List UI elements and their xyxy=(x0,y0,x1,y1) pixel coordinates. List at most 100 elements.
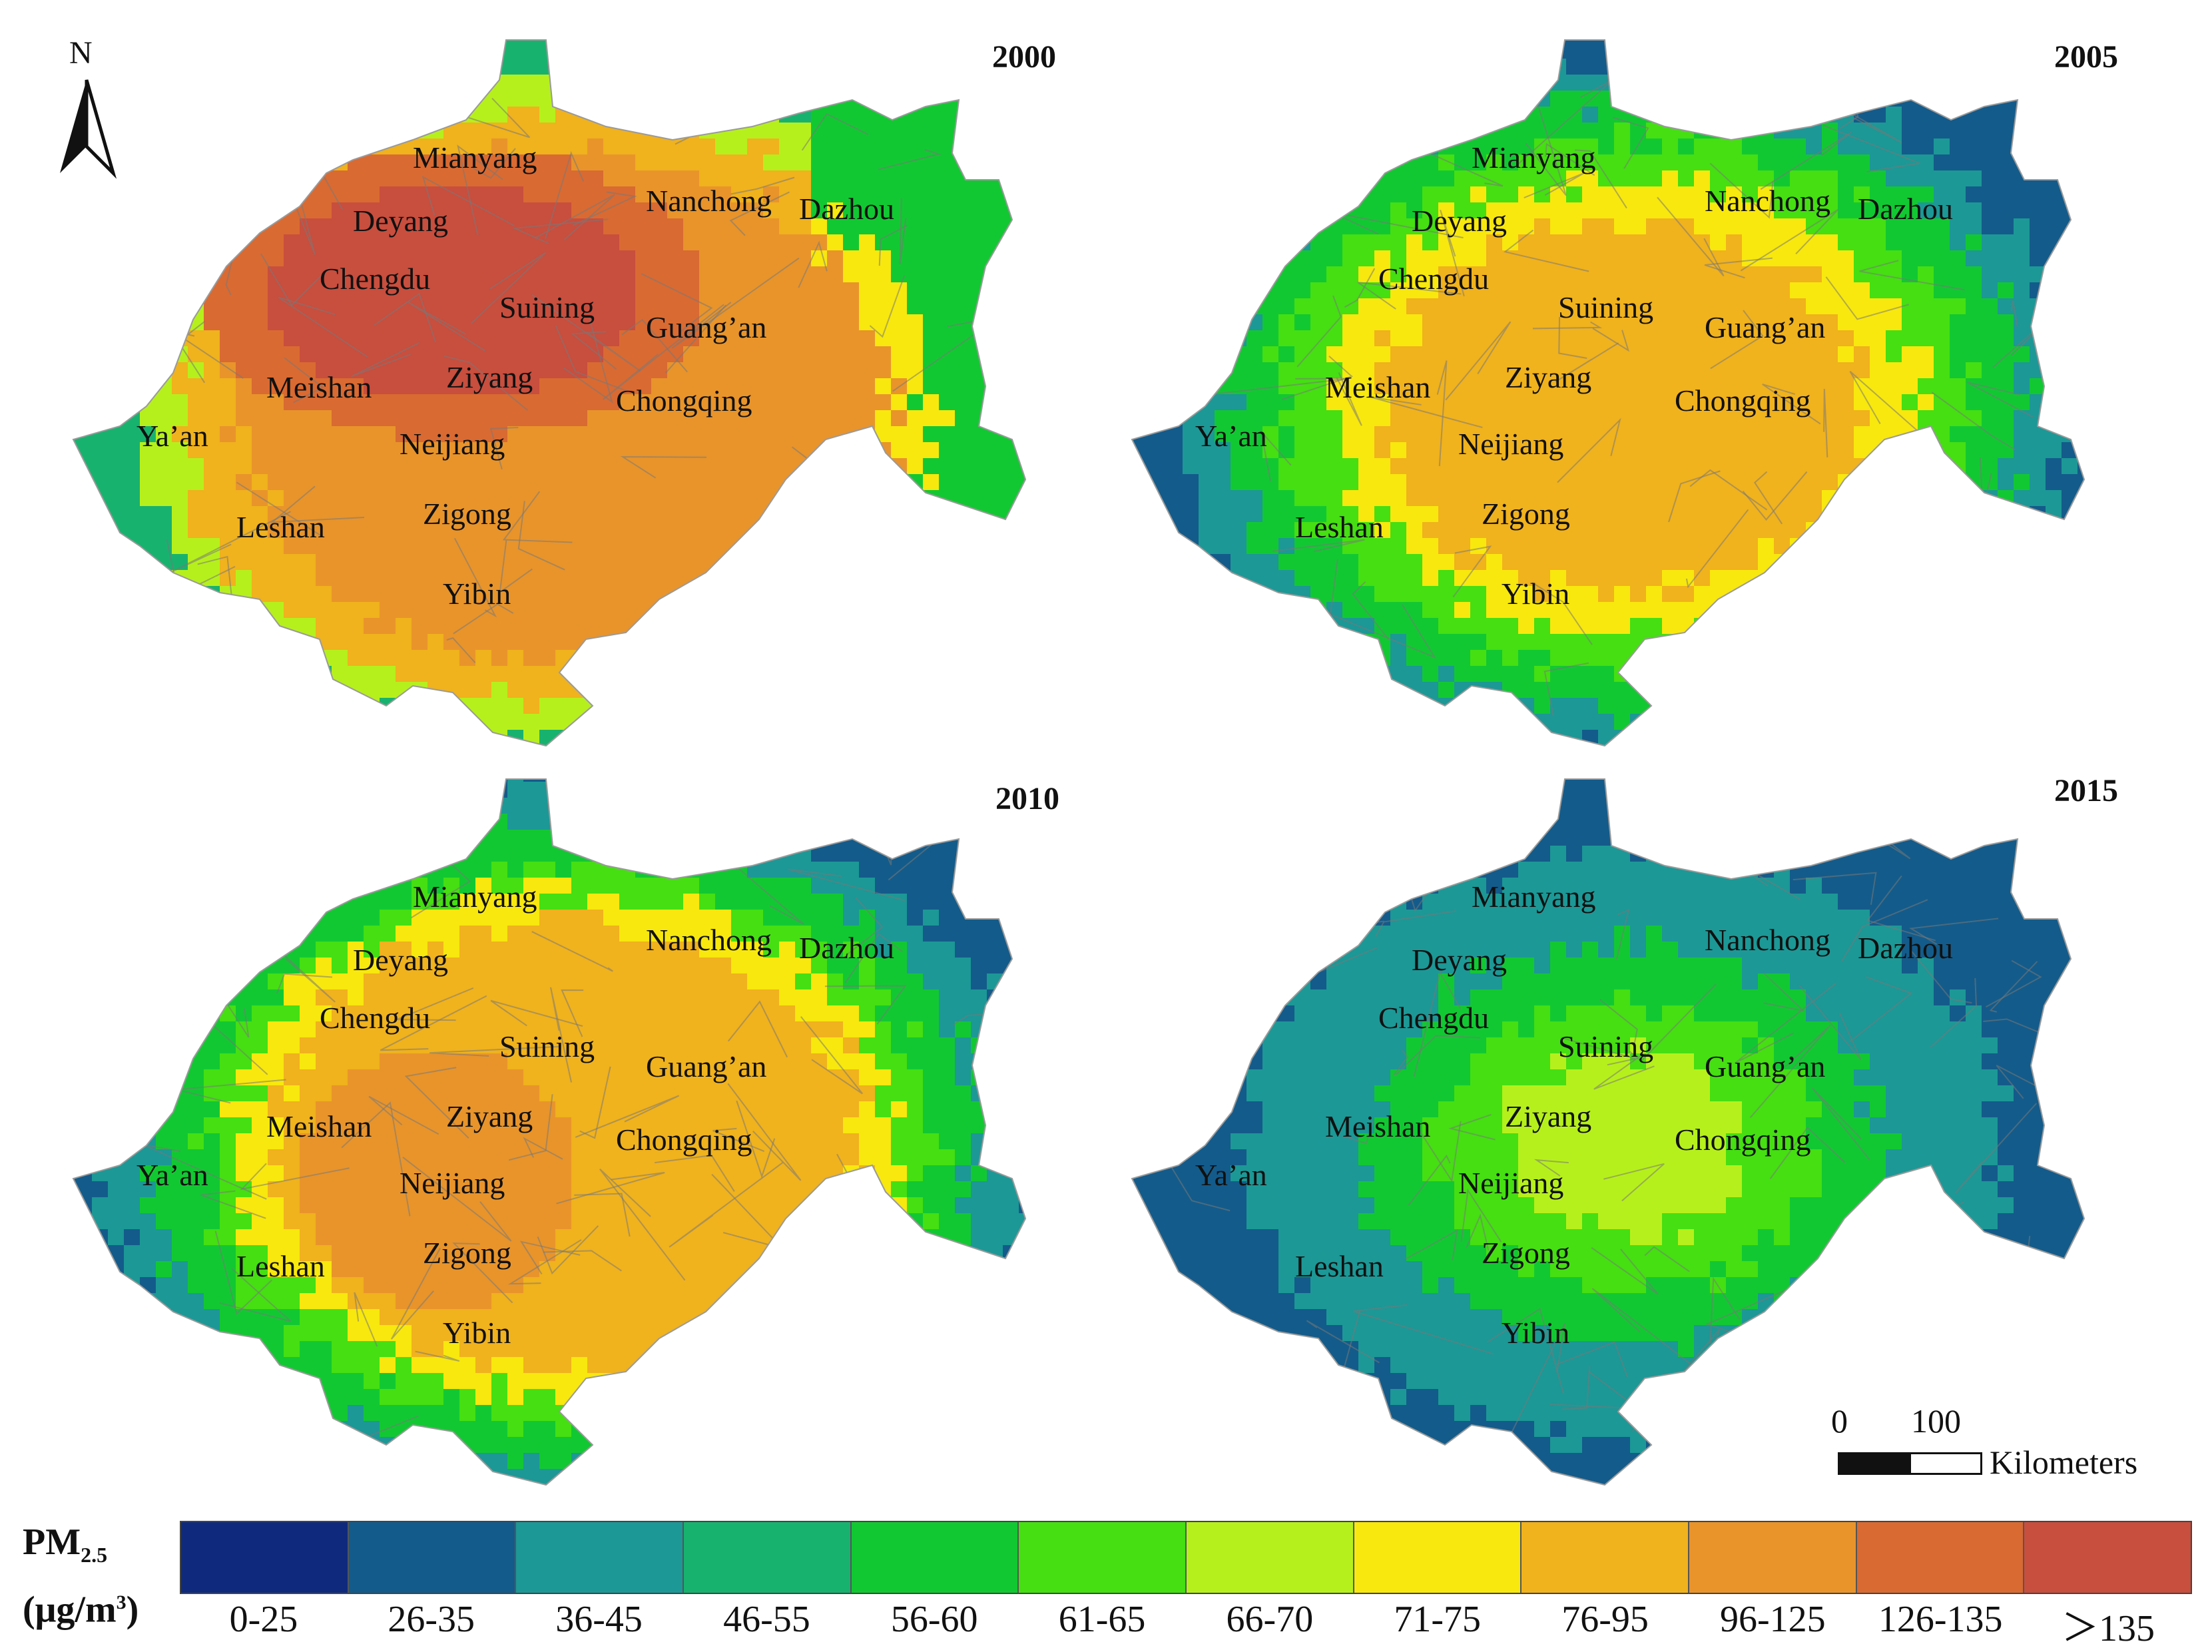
raster-cell xyxy=(1726,91,1743,107)
raster-cell xyxy=(1614,123,1631,139)
raster-cell xyxy=(252,138,268,155)
raster-cell xyxy=(332,650,348,667)
raster-cell xyxy=(747,682,764,698)
raster-cell xyxy=(140,250,156,267)
raster-cell xyxy=(1035,75,1051,91)
raster-cell xyxy=(811,458,828,475)
raster-cell xyxy=(1886,394,1902,411)
raster-cell xyxy=(1678,75,1695,91)
raster-cell xyxy=(1502,522,1519,539)
raster-cell xyxy=(124,650,140,667)
raster-cell xyxy=(1662,474,1679,491)
raster-cell xyxy=(1167,474,1183,491)
raster-cell xyxy=(1950,250,1966,267)
raster-cell xyxy=(1019,570,1025,587)
raster-cell xyxy=(188,59,204,75)
raster-cell xyxy=(1918,298,1934,315)
raster-cell xyxy=(172,426,188,443)
raster-cell xyxy=(1502,538,1519,555)
raster-cell xyxy=(827,554,844,571)
raster-cell xyxy=(1422,43,1439,59)
raster-cell xyxy=(779,602,796,619)
raster-cell xyxy=(1262,218,1279,235)
raster-cell xyxy=(1035,250,1051,267)
raster-cell xyxy=(811,75,828,91)
raster-cell xyxy=(603,107,620,123)
raster-cell xyxy=(1838,59,1854,75)
raster-cell xyxy=(1406,91,1423,107)
raster-cell xyxy=(715,75,732,91)
raster-cell xyxy=(268,458,284,475)
raster-cell xyxy=(891,410,908,427)
raster-cell xyxy=(1183,394,1199,411)
raster-cell xyxy=(1518,218,1535,235)
raster-cell xyxy=(971,570,987,587)
raster-cell xyxy=(1710,506,1727,523)
raster-cell xyxy=(252,490,268,507)
raster-cell xyxy=(699,458,716,475)
raster-cell xyxy=(268,202,284,219)
raster-cell xyxy=(875,650,892,667)
raster-cell xyxy=(1950,474,1966,491)
raster-cell xyxy=(364,330,380,347)
raster-cell xyxy=(300,586,316,603)
raster-cell xyxy=(955,426,971,443)
raster-cell xyxy=(108,394,125,411)
raster-cell xyxy=(619,154,636,171)
raster-cell xyxy=(971,75,987,91)
raster-cell xyxy=(1742,410,1759,427)
raster-cell xyxy=(252,570,268,587)
raster-cell xyxy=(92,698,109,714)
raster-cell xyxy=(987,186,1003,203)
raster-cell xyxy=(1902,330,1918,347)
raster-cell xyxy=(1374,330,1391,347)
raster-cell xyxy=(1278,107,1295,123)
raster-cell xyxy=(619,43,636,59)
raster-cell xyxy=(1183,282,1199,299)
raster-cell xyxy=(204,714,220,730)
raster-cell xyxy=(108,378,125,395)
raster-cell xyxy=(204,186,220,203)
raster-cell xyxy=(875,123,892,139)
raster-cell xyxy=(364,490,380,507)
raster-cell xyxy=(92,123,109,139)
city-label: Dazhou xyxy=(799,192,895,226)
raster-cell xyxy=(1342,250,1359,267)
raster-cell xyxy=(1502,330,1519,347)
raster-cell xyxy=(683,218,700,235)
raster-cell xyxy=(1854,362,1870,379)
raster-cell xyxy=(1726,75,1743,91)
raster-cell xyxy=(236,282,252,299)
raster-cell xyxy=(268,314,284,331)
raster-cell xyxy=(1614,218,1631,235)
raster-cell xyxy=(1374,458,1391,475)
raster-cell xyxy=(731,75,748,91)
raster-cell xyxy=(1406,490,1423,507)
raster-cell xyxy=(2062,426,2078,443)
raster-cell xyxy=(92,91,109,107)
raster-cell xyxy=(747,138,764,155)
raster-cell xyxy=(731,250,748,267)
raster-cell xyxy=(1310,107,1327,123)
raster-cell xyxy=(1614,474,1631,491)
raster-cell xyxy=(731,362,748,379)
raster-cell xyxy=(332,458,348,475)
raster-cell xyxy=(1167,186,1183,203)
raster-cell xyxy=(443,570,460,587)
raster-cell xyxy=(683,40,700,43)
raster-cell xyxy=(1183,234,1199,251)
raster-cell xyxy=(252,442,268,459)
raster-cell xyxy=(1630,538,1647,555)
raster-cell xyxy=(1390,202,1407,219)
raster-cell xyxy=(571,75,588,91)
raster-cell xyxy=(1902,506,1918,523)
raster-cell xyxy=(1934,330,1950,347)
raster-cell xyxy=(555,474,572,491)
raster-cell xyxy=(1854,474,1870,491)
raster-cell xyxy=(284,538,300,555)
raster-cell xyxy=(220,40,236,43)
raster-cell xyxy=(523,362,540,379)
raster-cell xyxy=(1358,107,1375,123)
raster-cell xyxy=(795,202,812,219)
raster-cell xyxy=(124,91,140,107)
